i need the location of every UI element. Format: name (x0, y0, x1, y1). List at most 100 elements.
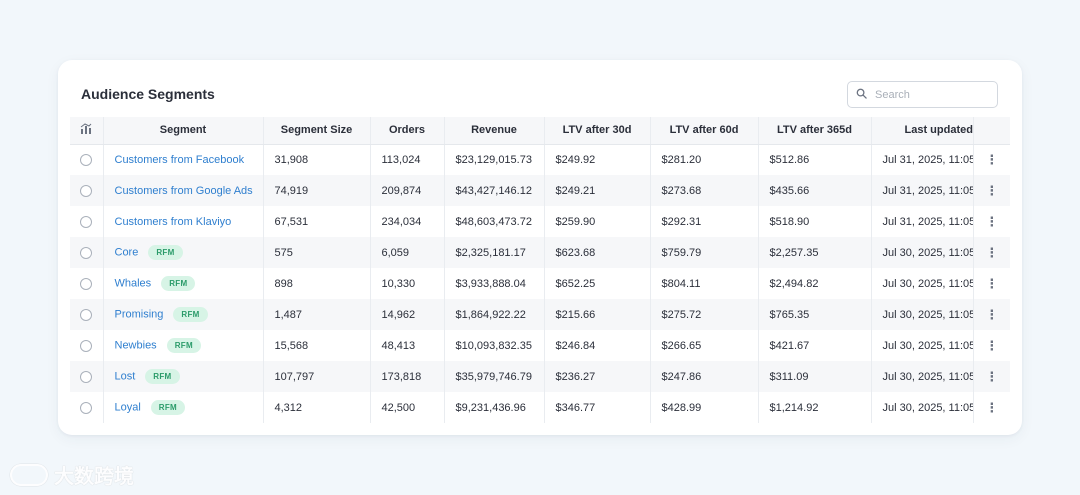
table-row[interactable]: Whales RFM 898 10,330 $3,933,888.04 $652.… (70, 268, 1010, 299)
segment-name-link[interactable]: Whales (114, 277, 152, 290)
column-header-orders[interactable]: Orders (370, 117, 445, 145)
row-select-radio[interactable] (80, 215, 93, 228)
segment-cell: Loyal RFM (103, 392, 264, 423)
ltv-60d-cell: $273.68 (650, 175, 759, 206)
segment-size-cell: 74,919 (263, 175, 371, 206)
search-box[interactable] (847, 81, 998, 108)
segment-cell: Whales RFM (103, 268, 264, 299)
row-select-radio[interactable] (80, 308, 93, 321)
segment-size-cell: 4,312 (263, 392, 371, 423)
more-vertical-icon[interactable]: ⋮ (985, 245, 999, 260)
last-updated-cell: Jul 31, 2025, 11:05 (871, 144, 974, 175)
segment-name-link[interactable]: Promising (114, 308, 164, 321)
rfm-badge: RFM (161, 276, 196, 291)
segment-name-link[interactable]: Customers from Google Ads (114, 184, 253, 197)
orders-cell: 234,034 (370, 206, 445, 237)
row-select-cell (70, 330, 104, 361)
row-select-cell (70, 237, 104, 268)
revenue-cell: $1,864,922.22 (444, 299, 545, 330)
segment-size-cell: 31,908 (263, 144, 371, 175)
revenue-cell: $2,325,181.17 (444, 237, 545, 268)
revenue-cell: $43,427,146.12 (444, 175, 545, 206)
row-select-radio[interactable] (80, 184, 93, 197)
segment-cell: Customers from Klaviyo (103, 206, 264, 237)
rfm-badge: RFM (148, 245, 183, 260)
segment-size-cell: 575 (263, 237, 371, 268)
rfm-badge: RFM (173, 307, 208, 322)
ltv-30d-cell: $346.77 (544, 392, 651, 423)
ltv-30d-cell: $623.68 (544, 237, 651, 268)
table-row[interactable]: Newbies RFM 15,568 48,413 $10,093,832.35 … (70, 330, 1010, 361)
last-updated-cell: Jul 30, 2025, 11:05 (871, 392, 974, 423)
segment-name-link[interactable]: Lost (114, 370, 136, 383)
column-header-icon[interactable] (70, 117, 104, 145)
last-updated-cell: Jul 30, 2025, 11:05 (871, 361, 974, 392)
segment-name-link[interactable]: Newbies (114, 339, 157, 352)
more-vertical-icon[interactable]: ⋮ (985, 183, 999, 198)
table-row[interactable]: Customers from Google Ads 74,919 209,874… (70, 175, 1010, 206)
search-input[interactable] (875, 88, 985, 101)
segment-cell: Core RFM (103, 237, 264, 268)
revenue-cell: $10,093,832.35 (444, 330, 545, 361)
column-header-segment[interactable]: Segment (103, 117, 264, 145)
ltv-60d-cell: $292.31 (650, 206, 759, 237)
ltv-60d-cell: $804.11 (650, 268, 759, 299)
rfm-badge: RFM (150, 400, 186, 415)
column-header-ltv-365d[interactable]: LTV after 365d (758, 117, 872, 145)
ltv-365d-cell: $1,214.92 (758, 392, 872, 423)
row-select-radio[interactable] (80, 401, 93, 414)
table-row[interactable]: Customers from Facebook 31,908 113,024 $… (70, 144, 1010, 175)
row-select-radio[interactable] (80, 339, 93, 352)
row-menu-cell: ⋮ (973, 330, 1010, 361)
orders-cell: 14,962 (370, 299, 445, 330)
segment-name-link[interactable]: Customers from Facebook (114, 153, 245, 166)
row-menu-cell: ⋮ (973, 144, 1010, 175)
ltv-60d-cell: $428.99 (650, 392, 759, 423)
segment-name-link[interactable]: Loyal (114, 401, 141, 414)
row-select-cell (70, 144, 104, 175)
column-header-segment-size[interactable]: Segment Size (263, 117, 371, 145)
search-icon (856, 86, 875, 104)
column-header-revenue[interactable]: Revenue (444, 117, 545, 145)
ltv-60d-cell: $247.86 (650, 361, 759, 392)
ltv-30d-cell: $249.21 (544, 175, 651, 206)
row-menu-cell: ⋮ (973, 361, 1010, 392)
last-updated-cell: Jul 30, 2025, 11:05 (871, 237, 974, 268)
table-row[interactable]: Lost RFM 107,797 173,818 $35,979,746.79 $… (70, 361, 1010, 392)
segment-size-cell: 898 (263, 268, 371, 299)
orders-cell: 209,874 (370, 175, 445, 206)
table-row[interactable]: Promising RFM 1,487 14,962 $1,864,922.22 … (70, 299, 1010, 330)
segment-name-link[interactable]: Customers from Klaviyo (114, 215, 232, 228)
more-vertical-icon[interactable]: ⋮ (985, 307, 999, 322)
column-header-ltv-60d[interactable]: LTV after 60d (650, 117, 759, 145)
segment-cell: Customers from Google Ads (103, 175, 264, 206)
more-vertical-icon[interactable]: ⋮ (985, 338, 999, 353)
table-row[interactable]: Customers from Klaviyo 67,531 234,034 $4… (70, 206, 1010, 237)
more-vertical-icon[interactable]: ⋮ (985, 276, 999, 291)
column-header-ltv-30d[interactable]: LTV after 30d (544, 117, 651, 145)
revenue-cell: $23,129,015.73 (444, 144, 545, 175)
more-vertical-icon[interactable]: ⋮ (985, 152, 999, 168)
rfm-badge: RFM (166, 338, 201, 353)
table-row[interactable]: Core RFM 575 6,059 $2,325,181.17 $623.68 … (70, 237, 1010, 268)
row-select-radio[interactable] (80, 153, 93, 166)
segment-size-cell: 67,531 (263, 206, 371, 237)
segment-cell: Newbies RFM (103, 330, 264, 361)
segment-size-cell: 1,487 (263, 299, 371, 330)
revenue-cell: $48,603,473.72 (444, 206, 545, 237)
watermark-logo (10, 463, 48, 486)
more-vertical-icon[interactable]: ⋮ (985, 369, 999, 384)
segment-name-link[interactable]: Core (114, 246, 139, 259)
ltv-365d-cell: $311.09 (758, 361, 872, 392)
row-select-radio[interactable] (80, 370, 93, 383)
column-header-last-updated[interactable]: Last updated (871, 117, 974, 145)
row-select-radio[interactable] (80, 277, 93, 290)
segment-size-cell: 107,797 (263, 361, 371, 392)
last-updated-cell: Jul 31, 2025, 11:05 (871, 175, 974, 206)
more-vertical-icon[interactable]: ⋮ (985, 214, 999, 229)
row-menu-cell: ⋮ (973, 175, 1010, 206)
ltv-30d-cell: $652.25 (544, 268, 651, 299)
table-row[interactable]: Loyal RFM 4,312 42,500 $9,231,436.96 $346… (70, 392, 1010, 423)
row-select-radio[interactable] (80, 246, 93, 259)
more-vertical-icon[interactable]: ⋮ (985, 400, 999, 415)
